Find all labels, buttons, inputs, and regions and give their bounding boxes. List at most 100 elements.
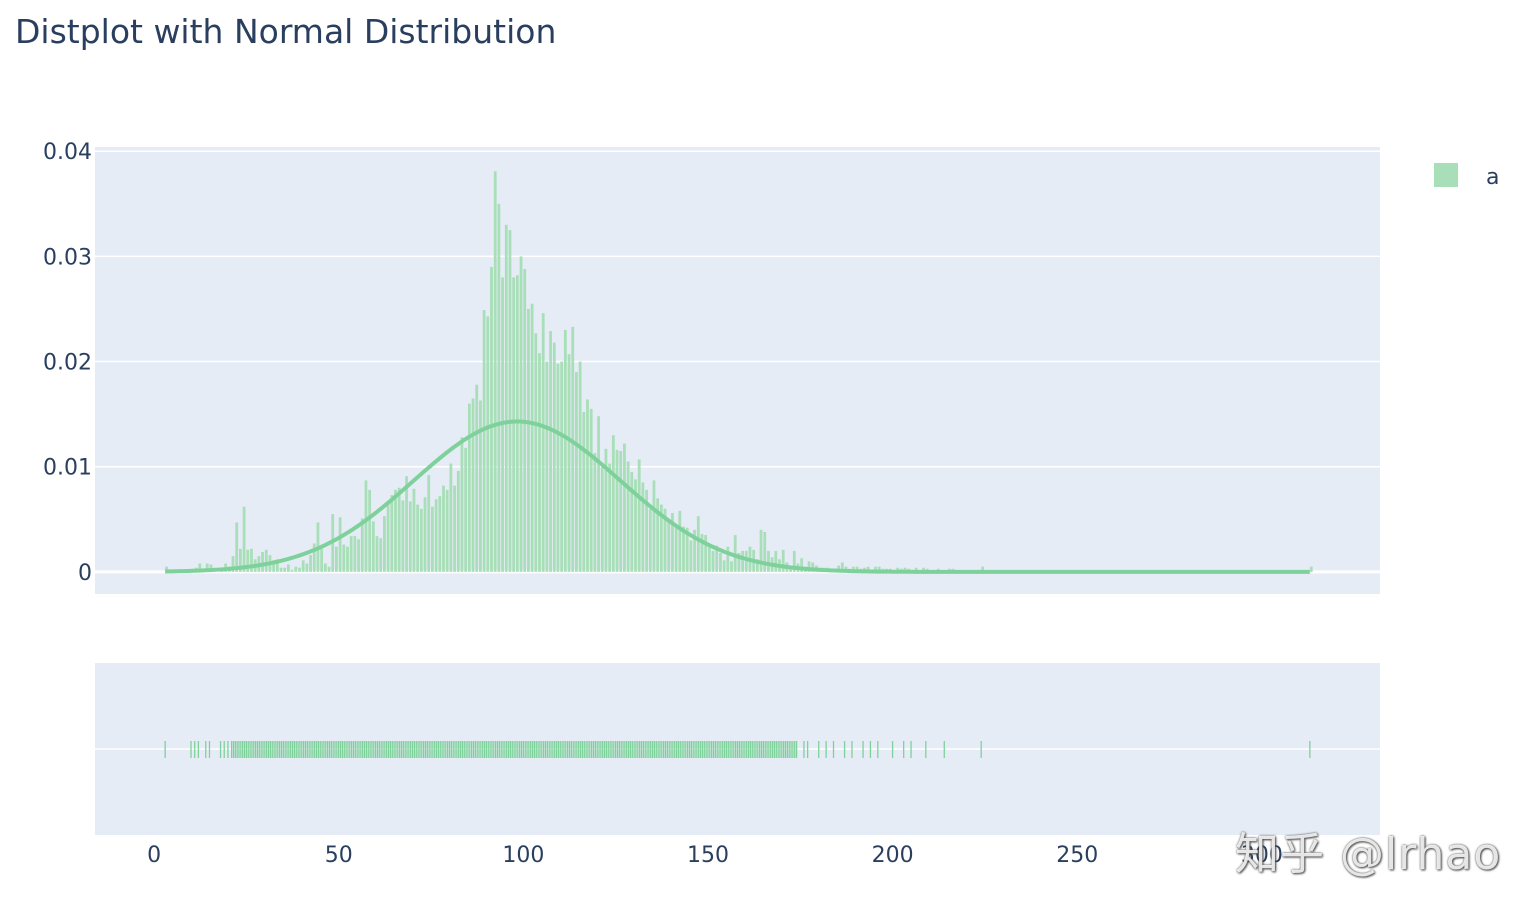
histogram-bar xyxy=(571,326,575,572)
histogram-bar xyxy=(246,549,250,572)
histogram-bar xyxy=(427,475,431,572)
histogram-bar xyxy=(423,497,427,572)
histogram-bar xyxy=(567,354,571,572)
histogram-bar xyxy=(497,203,501,572)
histogram-bar xyxy=(383,516,386,572)
legend-swatch xyxy=(1434,163,1458,187)
histogram-bar xyxy=(438,496,442,572)
histogram-bar xyxy=(866,566,870,572)
histogram-bar xyxy=(342,544,346,572)
histogram-bar xyxy=(264,549,268,572)
histogram-bar xyxy=(301,560,305,572)
histogram-bar xyxy=(767,550,770,572)
histogram-bar xyxy=(490,266,493,572)
histogram-bar xyxy=(364,480,368,572)
histogram-bar xyxy=(744,550,748,572)
histogram-bar xyxy=(641,482,645,572)
y-tick-label: 0.04 xyxy=(43,140,92,165)
histogram-bar xyxy=(431,506,434,572)
histogram-bar xyxy=(368,489,372,572)
histogram-bar xyxy=(349,536,353,572)
histogram-bar xyxy=(722,560,726,572)
y-tick-label: 0.01 xyxy=(43,456,92,481)
legend-entry-label: a xyxy=(1486,165,1499,190)
histogram-bar xyxy=(287,564,290,572)
x-tick-label: 150 xyxy=(687,843,729,868)
y-axis-ticks: 0 0.01 0.02 0.03 0.04 xyxy=(43,140,92,586)
histogram-bar xyxy=(527,308,530,572)
histogram-bar xyxy=(534,333,538,572)
histogram-bar xyxy=(840,562,844,572)
histogram-bar xyxy=(608,463,612,572)
legend[interactable]: a xyxy=(1434,163,1499,190)
histogram-bar xyxy=(357,539,360,572)
histogram-bar xyxy=(1309,566,1313,572)
histogram-bar xyxy=(700,534,704,572)
histogram-bar xyxy=(538,353,541,572)
histogram-bar xyxy=(763,531,767,572)
histogram-bar xyxy=(346,546,349,572)
histogram-bar xyxy=(309,555,312,572)
histogram-bar xyxy=(730,561,733,572)
histogram-bar xyxy=(589,408,593,572)
x-tick-label: 100 xyxy=(502,843,544,868)
histogram-bar xyxy=(707,545,711,572)
y-tick-label: 0.03 xyxy=(43,245,92,270)
histogram-bar xyxy=(401,500,405,572)
histogram-bar xyxy=(741,550,744,572)
histogram-bar xyxy=(645,489,648,572)
histogram-bar xyxy=(493,171,497,572)
histogram-bar xyxy=(320,548,324,572)
normal-curve xyxy=(165,419,1310,574)
watermark: 知乎 @lrhao xyxy=(1235,829,1502,880)
histogram-bar xyxy=(719,552,722,572)
histogram-bar xyxy=(408,501,412,572)
histogram-bar xyxy=(360,518,364,572)
histogram-bar xyxy=(205,563,209,572)
histogram-bar xyxy=(877,566,881,572)
histogram-bar xyxy=(471,398,475,572)
histogram-bar xyxy=(552,342,556,572)
histogram-bar xyxy=(460,437,464,572)
histogram-bar xyxy=(379,538,383,572)
histogram-bar xyxy=(445,489,449,572)
histogram-bar xyxy=(671,513,674,572)
histogram-bar xyxy=(578,361,582,572)
histogram-bar xyxy=(659,504,663,572)
histogram-bar xyxy=(512,277,516,572)
histogram-bar xyxy=(696,516,700,572)
histogram-bar xyxy=(549,331,552,572)
histogram-bar xyxy=(556,363,560,572)
histogram-bar xyxy=(371,521,375,572)
histogram-bar xyxy=(545,361,549,572)
histogram-bar xyxy=(711,550,715,572)
histogram-bar xyxy=(800,558,804,572)
histogram-bar xyxy=(456,470,460,572)
y-tick-label: 0 xyxy=(78,561,92,586)
histogram-bar xyxy=(323,563,327,572)
histogram-bar xyxy=(272,560,276,572)
x-axis-ticks: 0 50 100 150 200 250 300 xyxy=(147,843,1283,868)
histogram-bar xyxy=(630,471,634,572)
histogram-bar xyxy=(390,495,394,572)
histogram-bar xyxy=(922,567,925,572)
histogram-bar xyxy=(563,330,567,572)
histogram-bar xyxy=(519,256,523,572)
histogram-bar xyxy=(397,487,401,572)
histogram-bar xyxy=(235,522,239,572)
histogram-bar xyxy=(239,548,242,572)
histogram-bar xyxy=(353,536,357,572)
histogram-bar xyxy=(338,517,342,572)
histogram-bar xyxy=(781,549,785,572)
histogram-bar xyxy=(231,556,235,572)
histogram-bar xyxy=(515,275,519,572)
histogram-bar xyxy=(715,545,719,572)
x-tick-label: 200 xyxy=(872,843,914,868)
histogram-bar xyxy=(290,569,294,572)
histogram-bar xyxy=(737,552,741,572)
histogram-bar xyxy=(504,224,508,572)
histogram-bar xyxy=(704,535,708,572)
x-tick-label: 0 xyxy=(147,843,161,868)
histogram-bar xyxy=(656,498,660,572)
